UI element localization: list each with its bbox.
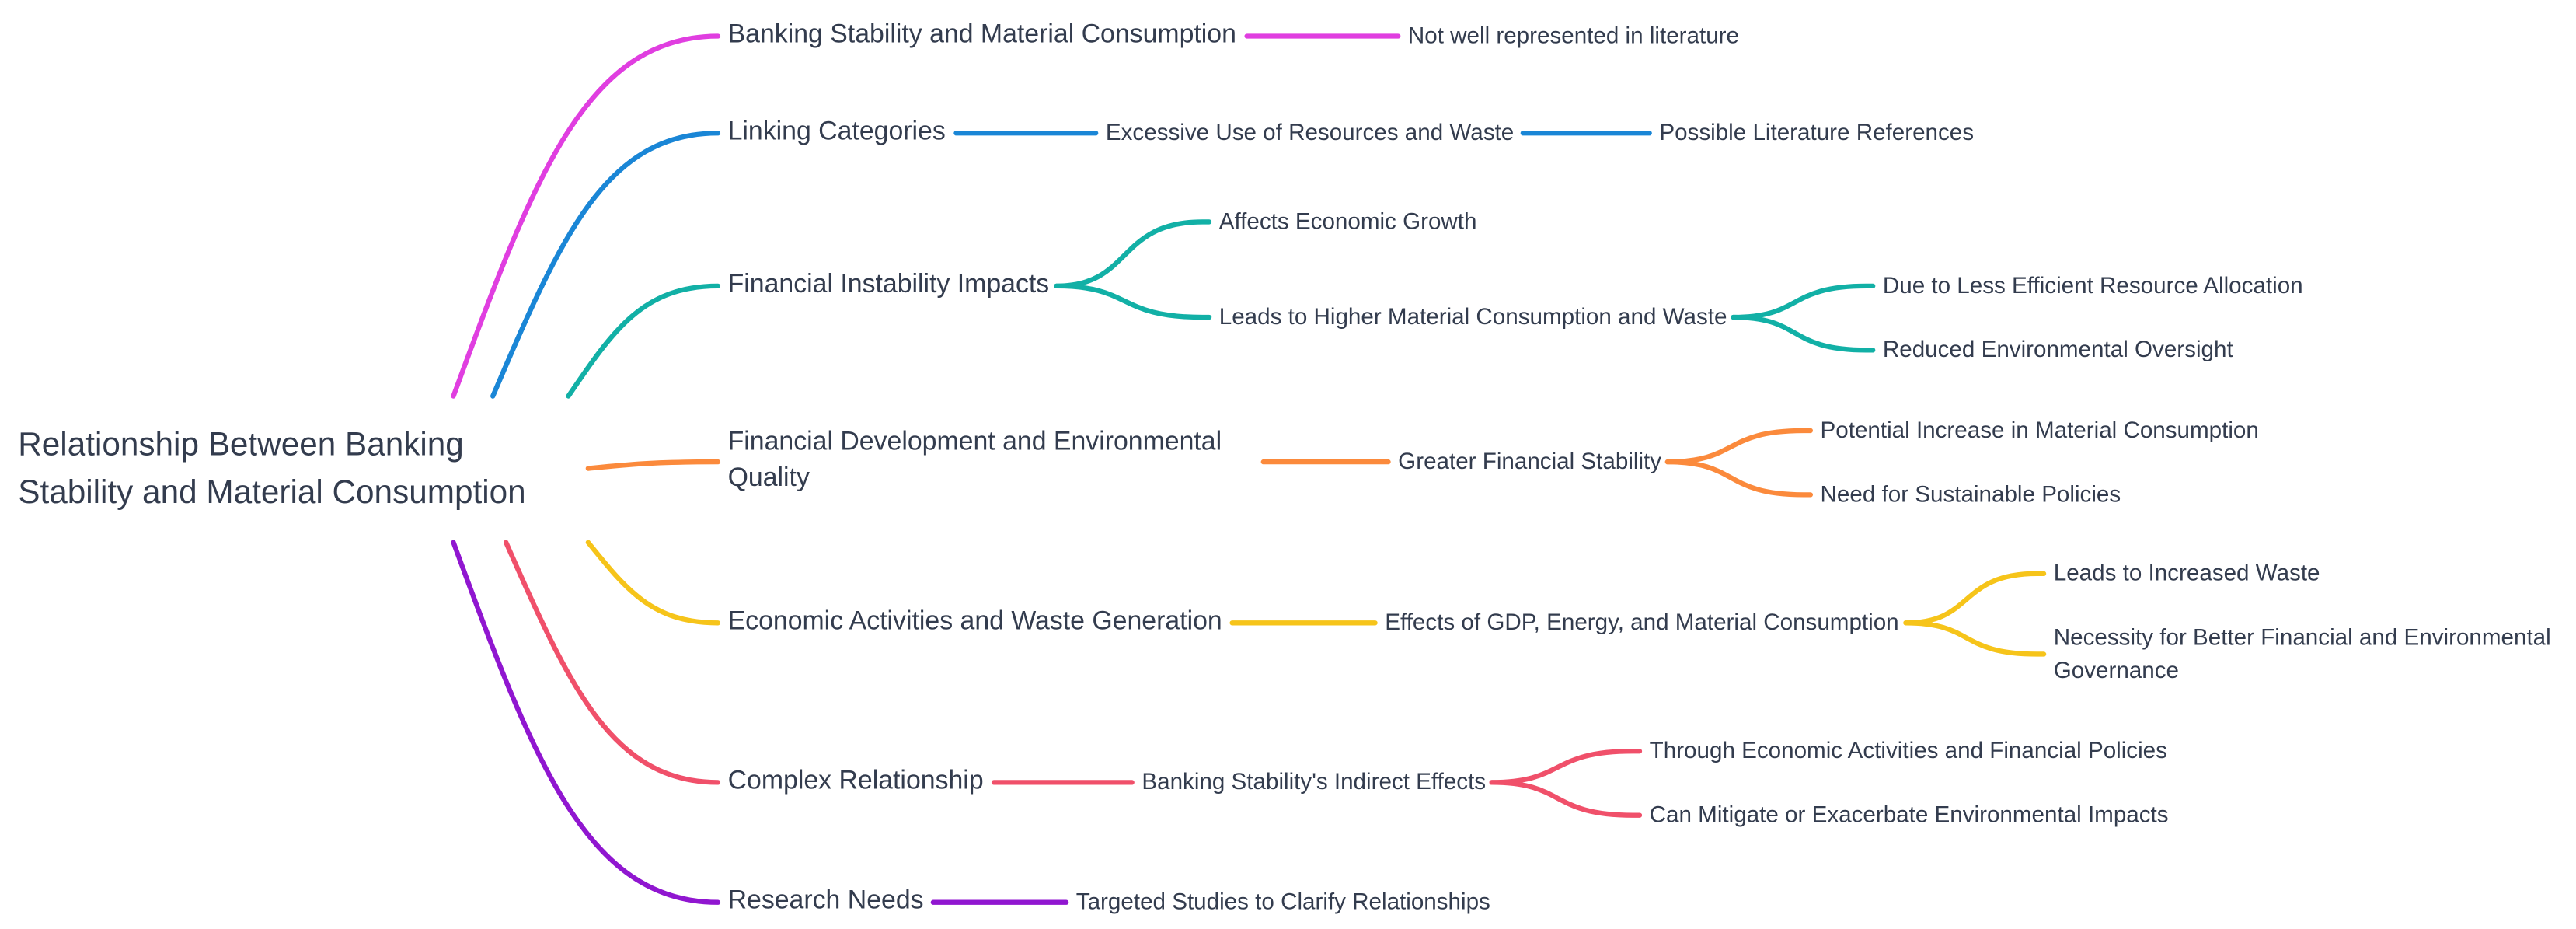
node-level-3: Possible Literature References xyxy=(1659,118,1975,145)
node-level-1: Banking Stability and Material Consumpti… xyxy=(727,21,1236,50)
connector xyxy=(1731,283,1876,320)
connector xyxy=(1903,571,2047,626)
node-level-3: Potential Increase in Material Consumpti… xyxy=(1820,416,2259,443)
connector xyxy=(1664,459,1814,498)
node-level-3: Due to Less Efficient Resource Allocatio… xyxy=(1882,271,2303,299)
node-level-1: Research Needs xyxy=(727,887,924,916)
node-level-1: Complex Relationship xyxy=(727,767,984,795)
connector xyxy=(451,540,721,905)
node-level-3: Leads to Increased Waste xyxy=(2053,559,2320,586)
node-level-3: Necessity for Better Financial and Envir… xyxy=(2053,623,2551,683)
connector xyxy=(1489,780,1643,818)
connector xyxy=(1489,749,1643,785)
node-level-3: Reduced Environmental Oversight xyxy=(1882,335,2233,362)
node-level-2: Leads to Higher Material Consumption and… xyxy=(1218,302,1727,330)
root-node: Relationship Between Banking Stability a… xyxy=(18,427,526,512)
connector xyxy=(1054,283,1212,320)
node-level-1: Economic Activities and Waste Generation xyxy=(727,607,1222,636)
node-level-1: Linking Categories xyxy=(727,117,946,146)
node-level-2: Greater Financial Stability xyxy=(1398,447,1662,474)
connector xyxy=(451,33,721,399)
connector xyxy=(1664,428,1814,465)
connector xyxy=(1903,620,2047,657)
connector xyxy=(585,459,721,471)
node-level-1: Financial Instability Impacts xyxy=(727,271,1050,299)
node-level-2: Affects Economic Growth xyxy=(1218,207,1477,234)
node-level-2: Effects of GDP, Energy, and Material Con… xyxy=(1385,608,1899,635)
connector xyxy=(1054,219,1212,289)
connector xyxy=(1731,314,1876,353)
node-level-2: Excessive Use of Resources and Waste xyxy=(1105,118,1515,145)
node-level-2: Banking Stability's Indirect Effects xyxy=(1142,767,1487,795)
node-level-3: Through Economic Activities and Financia… xyxy=(1649,736,2167,763)
node-level-3: Need for Sustainable Policies xyxy=(1820,480,2121,507)
connector xyxy=(490,131,721,399)
connector xyxy=(504,540,721,785)
node-level-2: Targeted Studies to Clarify Relationship… xyxy=(1075,888,1490,914)
connector xyxy=(585,540,721,626)
node-level-3: Can Mitigate or Exacerbate Environmental… xyxy=(1649,801,2169,827)
connector xyxy=(566,283,721,399)
node-level-1: Financial Development and Environmental … xyxy=(727,428,1222,494)
node-level-2: Not well represented in literature xyxy=(1407,21,1739,48)
